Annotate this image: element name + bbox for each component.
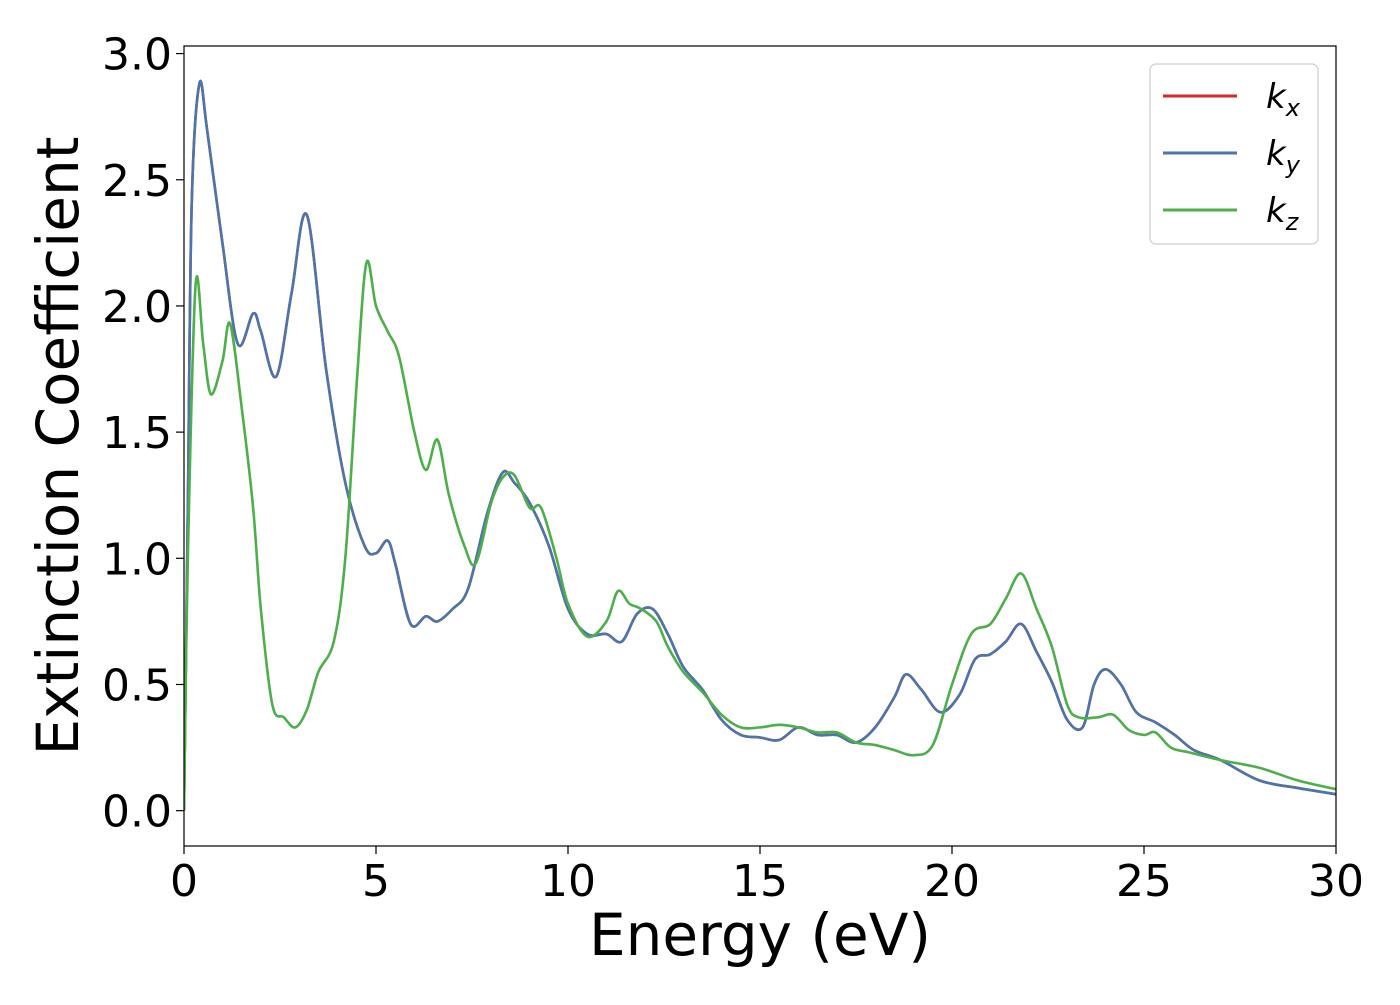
y-axis: 0.0 0.5 1.0 1.5 2.0 2.5 3.0 [102,30,184,838]
y-tick-label: 3.0 [102,30,172,81]
x-tick-label: 25 [1116,856,1172,907]
y-tick-label: 2.0 [102,282,172,333]
x-tick-label: 0 [170,856,198,907]
x-tick-label: 20 [924,856,980,907]
legend-label-ky: ky [1266,134,1301,179]
y-tick-label: 1.5 [102,408,172,459]
y-tick-label: 0.0 [102,787,172,838]
y-tick-label: 1.0 [102,534,172,585]
x-axis: 0 5 10 15 20 25 30 [170,846,1364,907]
legend-label-kz: kz [1266,191,1300,236]
x-tick-label: 5 [362,856,390,907]
legend: kx ky kz [1149,63,1319,245]
x-tick-label: 10 [540,856,596,907]
plot-series-group [184,79,1336,811]
y-axis-label: Extinction Coefficient [24,137,92,756]
x-tick-label: 30 [1308,856,1364,907]
series-line-kz [184,259,1336,811]
y-tick-label: 0.5 [102,660,172,711]
y-tick-label: 2.5 [102,156,172,207]
x-axis-label: Energy (eV) [589,901,931,969]
legend-label-kx: kx [1266,77,1301,122]
series-line-ky [184,79,1336,811]
x-tick-label: 15 [732,856,788,907]
